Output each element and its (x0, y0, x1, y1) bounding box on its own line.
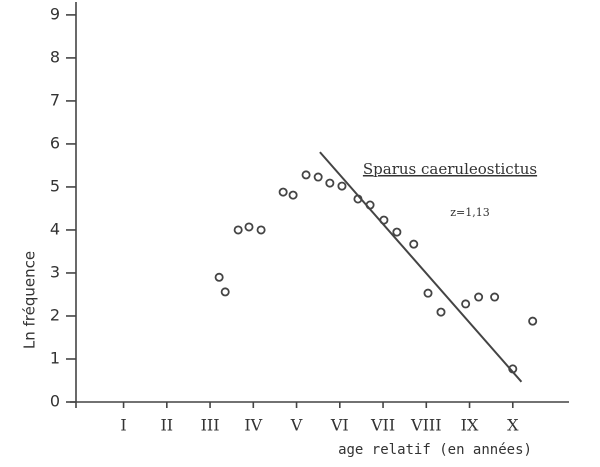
point (220, 287, 230, 297)
x-tick-label: VIII (410, 416, 442, 435)
y-tick-label: 5 (50, 176, 60, 195)
y-tick-label: 9 (50, 4, 60, 23)
y-axis-label: Ln fréquence (21, 251, 39, 349)
annotation: z=1,13 (450, 206, 490, 219)
point (244, 222, 254, 232)
x-tick-label: X (507, 416, 519, 435)
point (528, 316, 538, 326)
point (490, 292, 500, 302)
y-tick-label: 0 (50, 392, 60, 411)
point (461, 299, 471, 309)
point (337, 181, 347, 191)
point (325, 178, 335, 188)
x-tick-label: IX (461, 416, 479, 435)
regression-line (319, 151, 523, 383)
point (313, 172, 323, 182)
x-tick-label: II (160, 416, 173, 435)
y-tick-label: 6 (50, 133, 60, 152)
point (409, 239, 419, 249)
point (301, 170, 311, 180)
point (474, 292, 484, 302)
x-tick-label: V (290, 416, 303, 435)
y-tick-label: 7 (50, 90, 60, 109)
point (392, 227, 402, 237)
point (256, 225, 266, 235)
y-tick-label: 3 (50, 262, 60, 281)
y-tick-label: 1 (50, 348, 60, 367)
x-tick-label: IV (244, 416, 262, 435)
x-tick-label: I (120, 416, 126, 435)
point (423, 288, 433, 298)
point (233, 225, 243, 235)
x-tick-label: III (201, 416, 220, 435)
x-tick-label: VII (370, 416, 395, 435)
point (214, 272, 224, 282)
point (288, 190, 298, 200)
point (278, 187, 288, 197)
y-tick-label: 8 (50, 47, 60, 66)
chart-title: Sparus caeruleostictus (363, 160, 537, 178)
y-tick-label: 4 (50, 219, 60, 238)
y-tick-label: 2 (50, 305, 60, 324)
x-axis-label: age relatif (en années) (338, 442, 532, 458)
point (436, 307, 446, 317)
x-tick-label: VI (330, 416, 349, 435)
